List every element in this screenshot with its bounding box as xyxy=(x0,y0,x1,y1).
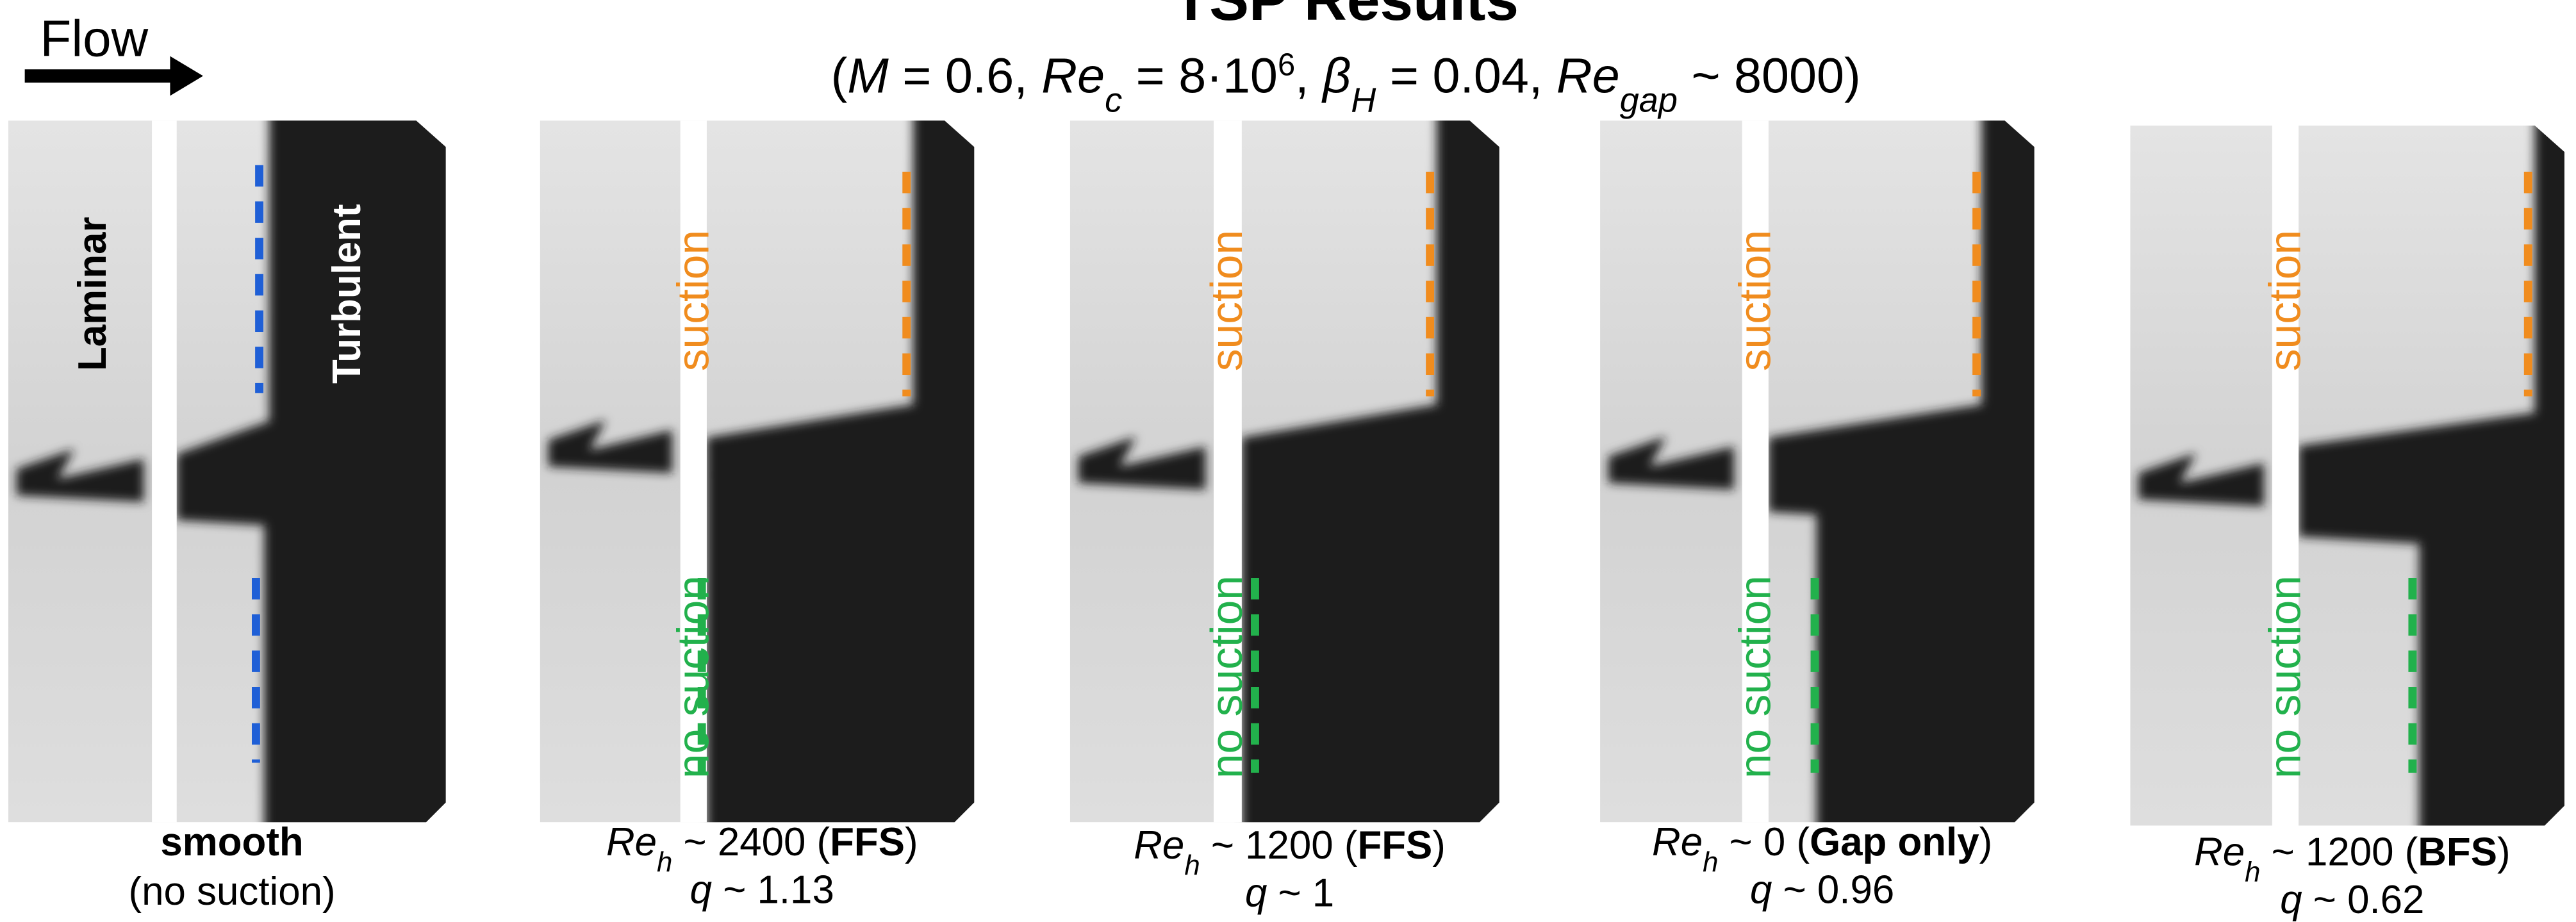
caption-line: q ~ 0.96 xyxy=(1750,868,1894,912)
caption-part: Re xyxy=(1652,820,1703,864)
tsp-panel: Laminar Turbulent smooth (no suction) xyxy=(8,104,463,914)
dark-bottom xyxy=(1817,504,2051,847)
dark-top xyxy=(913,104,991,421)
caption-part: ~ 0 ( xyxy=(1718,820,1810,864)
suction-label: no suction xyxy=(1730,575,1779,778)
dark-bottom xyxy=(707,470,991,847)
subtitle-part: β xyxy=(1321,48,1351,103)
caption-part: h xyxy=(657,846,672,877)
suction-label: no suction xyxy=(2260,575,2310,778)
caption-part: ~ 1 xyxy=(1267,871,1334,916)
caption-line: smooth xyxy=(160,820,303,864)
tsp-image xyxy=(1600,104,2051,847)
arrow-head xyxy=(170,56,203,96)
caption-part: FFS xyxy=(830,820,905,864)
caption-part: ) xyxy=(905,820,918,864)
figure: TSP Results (M = 0.6, Rec = 8·106, βH = … xyxy=(0,0,2576,922)
dark-bottom xyxy=(264,512,462,847)
page: {"title": "TSP Results", "subtitle": ["(… xyxy=(0,0,2576,922)
caption-part: smooth xyxy=(160,820,303,864)
title: TSP Results xyxy=(1173,0,1519,33)
subtitle: (M = 0.6, Rec = 8·106, βH = 0.04, Regap … xyxy=(831,47,1861,119)
caption-line: q ~ 1 xyxy=(1245,871,1334,916)
caption-part: h xyxy=(2245,856,2260,887)
arrow-shaft xyxy=(25,69,174,83)
caption-part: ~ 0.62 xyxy=(2302,878,2425,922)
subtitle-part: M xyxy=(847,48,889,103)
caption-part: Re xyxy=(1134,823,1184,868)
caption-part: (no suction) xyxy=(129,869,336,914)
subtitle-part: = 8·10 xyxy=(1122,48,1278,103)
caption-part: ~ 1200 ( xyxy=(1200,823,1358,868)
tsp-image xyxy=(2130,109,2576,850)
caption-part: Re xyxy=(2194,830,2245,874)
caption-part: ~ 2400 ( xyxy=(672,820,830,864)
caption-part: ) xyxy=(2497,830,2511,874)
subtitle-part: H xyxy=(1351,81,1376,119)
caption-part: ~ 1200 ( xyxy=(2261,830,2418,874)
caption-part: BFS xyxy=(2418,830,2497,874)
dark-bottom xyxy=(2419,529,2576,851)
caption-line: (no suction) xyxy=(129,869,336,914)
caption-part: FFS xyxy=(1357,823,1432,868)
suction-label: suction xyxy=(668,230,718,371)
suction-label: suction xyxy=(1201,230,1251,371)
caption-line: q ~ 1.13 xyxy=(690,868,834,912)
tsp-image xyxy=(1070,104,1516,847)
tsp-panel: suction no suction Reh ~ 0 (Gap only) q ~ 0… xyxy=(1600,104,2051,912)
tsp-image xyxy=(8,104,463,847)
caption-part: ) xyxy=(1432,823,1446,868)
suction-label: no suction xyxy=(668,575,718,778)
caption-part: ~ 0.96 xyxy=(1772,868,1894,912)
caption-part: ) xyxy=(1979,820,1993,864)
subtitle-part: Re xyxy=(1556,48,1620,103)
dark-top xyxy=(2535,109,2576,429)
subtitle-part: 6 xyxy=(1278,47,1295,82)
caption-part: q xyxy=(1245,871,1267,916)
subtitle-part: c xyxy=(1105,81,1122,119)
subtitle-part: Re xyxy=(1041,48,1105,103)
caption-part: q xyxy=(2280,878,2302,922)
flow-label: Flow xyxy=(40,10,149,67)
subtitle-part: gap xyxy=(1620,81,1678,119)
caption-line: q ~ 0.62 xyxy=(2280,878,2424,922)
dark-top xyxy=(1437,104,1516,421)
tsp-image xyxy=(540,104,991,847)
dark-bottom xyxy=(1242,504,1516,847)
tsp-panel: suction no suction Reh ~ 1200 (BFS) q ~ 0.6… xyxy=(2130,109,2576,922)
caption-part: Gap only xyxy=(1810,820,1979,864)
subtitle-part: = 0.04, xyxy=(1376,48,1556,103)
caption-part: ~ 1.13 xyxy=(712,868,834,912)
subtitle-part: ( xyxy=(831,48,848,103)
suction-label: suction xyxy=(1730,230,1779,371)
region-label: Laminar xyxy=(70,217,115,371)
suction-label: suction xyxy=(2260,230,2310,371)
caption-part: h xyxy=(1184,850,1200,881)
subtitle-part: , xyxy=(1295,48,1323,103)
gap-stripe xyxy=(152,112,177,830)
caption-part: Re xyxy=(606,820,657,864)
caption-part: q xyxy=(690,868,712,912)
tsp-panel: suction no suction Reh ~ 1200 (FFS) q ~ 1 xyxy=(1070,104,1516,915)
subtitle-part: ~ 8000) xyxy=(1678,48,1861,103)
region-label: Turbulent xyxy=(325,204,369,383)
caption-part: q xyxy=(1750,868,1772,912)
dark-top xyxy=(1981,104,2051,421)
subtitle-part: = 0.6, xyxy=(889,48,1042,103)
suction-label: no suction xyxy=(1201,575,1251,778)
caption-part: h xyxy=(1703,846,1718,877)
